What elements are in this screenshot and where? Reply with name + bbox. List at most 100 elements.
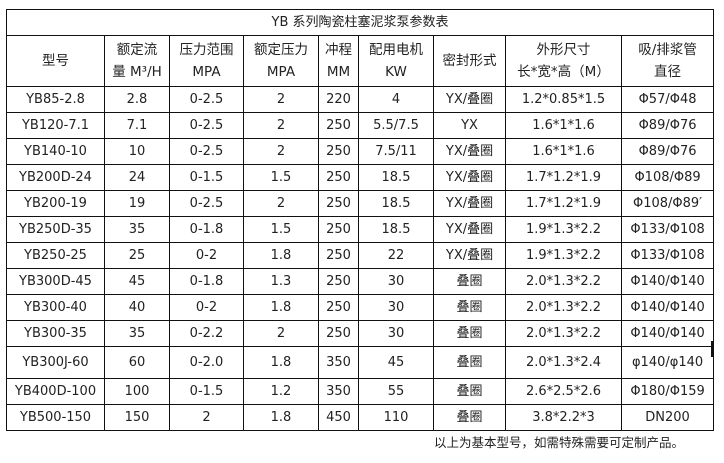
table-cell: 2.0*1.3*2.2 [505, 294, 622, 321]
table-cell: 7.1 [104, 112, 170, 139]
column-header: 密封形式 [433, 35, 506, 87]
table-cell: 250 [318, 242, 359, 269]
table-cell: 1.3 [243, 268, 319, 295]
table-row: YB85-2.8 2.8 0-2.5 2 220 4 YX/叠圈 1.2*0.85*1.5 Φ5… [6, 86, 715, 113]
table-cell: YB85-2.8 [6, 86, 105, 113]
table-cell: 2.6*2.5*2.6 [505, 378, 622, 405]
header-line: 量 M³/H [112, 64, 162, 80]
table-cell: 0-2 [169, 294, 244, 321]
table-cell: 2 [243, 190, 319, 217]
table-cell: 1.7*1.2*1.9 [505, 190, 622, 217]
table-cell: 55 [358, 378, 434, 405]
header-line: MM [326, 64, 351, 80]
table-cell: Φ89/Φ76 [620, 138, 715, 165]
table-cell: 250 [318, 112, 359, 139]
table-cell: 叠圈 [433, 320, 506, 347]
table-cell: YX/叠圈 [433, 216, 506, 243]
footer-note: 以上为基本型号，如需特殊需要可定制产品。 [434, 435, 685, 450]
pump-parameter-table: YB 系列陶瓷柱塞泥浆泵参数表 型号 额定流量 M³/H 压力范围 MPA 额定压力 MP… [5, 9, 715, 431]
table-cell: YB300D-45 [6, 268, 105, 295]
table-cell: 18.5 [358, 164, 434, 191]
header-line: 额定压力 [254, 42, 308, 58]
table-cell: 110 [358, 404, 434, 431]
table-cell: 0-2 [169, 242, 244, 269]
table-cell: 1.8 [243, 242, 319, 269]
table-cell: 1.2*0.85*1.5 [505, 86, 622, 113]
table-cell: 1.5 [243, 164, 319, 191]
table-cell: YX/叠圈 [433, 86, 506, 113]
table-cell: 30 [358, 268, 434, 295]
table-cell: YX/叠圈 [433, 138, 506, 165]
table-cell: YB250-25 [6, 242, 105, 269]
table-cell: 250 [318, 294, 359, 321]
table-row: YB400D-100 100 0-1.5 1.2 350 55 叠圈 2.6*2.5*2.6 Φ… [6, 378, 715, 405]
table-cell: 22 [358, 242, 434, 269]
header-line: KW [385, 64, 407, 80]
column-header: 冲程 MM [318, 35, 359, 87]
table-cell: 1.8 [243, 404, 319, 431]
table-cell: 2 [243, 86, 319, 113]
table-cell: 10 [104, 138, 170, 165]
table-row: YB140-10 10 0-2.5 2 250 7.5/11 YX/叠圈 1.6*1*1.6 Φ… [6, 138, 715, 165]
table-row: YB200D-24 24 0-1.5 1.5 250 18.5 YX/叠圈 1.7*1.2*1… [6, 164, 715, 191]
table-cell: 0-2.5 [169, 112, 244, 139]
table-cell: 18.5 [358, 216, 434, 243]
table-cell: 1.6*1*1.6 [505, 138, 622, 165]
table-row: YB300J-60 60 0-2.0 1.8 350 45 叠圈 2.0*1.3*2.4 φ14… [6, 346, 715, 379]
table-cell: 250 [318, 138, 359, 165]
text-cursor [711, 341, 713, 357]
header-line: 长*宽*高（M） [517, 64, 610, 80]
table-cell: 2.0*1.3*2.2 [505, 320, 622, 347]
table-cell: YX/叠圈 [433, 190, 506, 217]
table-cell: 350 [318, 346, 359, 379]
table-cell: 2 [243, 112, 319, 139]
table-cell: 1.9*1.3*2.2 [505, 242, 622, 269]
table-cell: 35 [104, 216, 170, 243]
table-cell: Φ140/Φ140 [620, 268, 715, 295]
table-cell: 1.8 [243, 346, 319, 379]
table-cell: 350 [318, 378, 359, 405]
table-cell: Φ180/Φ159 [620, 378, 715, 405]
table-cell: 0-2.5 [169, 190, 244, 217]
table-row: YB200-19 19 0-2.5 2 250 18.5 YX/叠圈 1.7*1.2*1.9 Φ… [6, 190, 715, 217]
column-header: 额定压力 MPA [243, 35, 319, 87]
table-cell: Φ57/Φ48 [620, 86, 715, 113]
table-cell: YB200D-24 [6, 164, 105, 191]
table-cell: 5.5/7.5 [358, 112, 434, 139]
table-cell: 0-1.8 [169, 216, 244, 243]
table-cell: 叠圈 [433, 404, 506, 431]
table-cell: Φ140/Φ140 [620, 294, 715, 321]
table-cell: 150 [104, 404, 170, 431]
column-header: 吸/排浆管 直径 [620, 35, 715, 87]
header-line: 外形尺寸 [536, 42, 591, 58]
header-line: 额定流 [116, 42, 158, 58]
table-cell: Φ133/Φ108 [620, 216, 715, 243]
table-cell: 0-1.5 [169, 164, 244, 191]
table-cell: 2.0*1.3*2.4 [505, 346, 622, 379]
table-cell: 45 [358, 346, 434, 379]
header-line: 压力范围 [179, 42, 234, 58]
header-line: 冲程 [325, 42, 352, 58]
table-cell: Φ108/Φ89 [620, 164, 715, 191]
table-cell: 250 [318, 190, 359, 217]
table-cell: YX/叠圈 [433, 164, 506, 191]
table-cell: YB200-19 [6, 190, 105, 217]
table-cell: 40 [104, 294, 170, 321]
header-line: 直径 [654, 64, 682, 80]
header-line: MPA [266, 64, 296, 80]
table-cell: 25 [104, 242, 170, 269]
table-cell: 叠圈 [433, 346, 506, 379]
header-row: 型号 额定流量 M³/H 压力范围 MPA 额定压力 MPA 冲程 MM 配用电机 KW 密封形式外… [6, 35, 715, 87]
table-cell: 1.8 [243, 294, 319, 321]
column-header: 配用电机 KW [358, 35, 434, 87]
table-cell: 1.6*1*1.6 [505, 112, 622, 139]
table-cell: φ140/φ140 [620, 346, 715, 379]
table-cell: YX/叠圈 [433, 242, 506, 269]
table-cell: 220 [318, 86, 359, 113]
table-cell: 30 [358, 320, 434, 347]
table-cell: 2 [169, 404, 244, 431]
table-cell: 1.7*1.2*1.9 [505, 164, 622, 191]
table-cell: YB140-10 [6, 138, 105, 165]
table-cell: 0-2.0 [169, 346, 244, 379]
table-cell: YB120-7.1 [6, 112, 105, 139]
